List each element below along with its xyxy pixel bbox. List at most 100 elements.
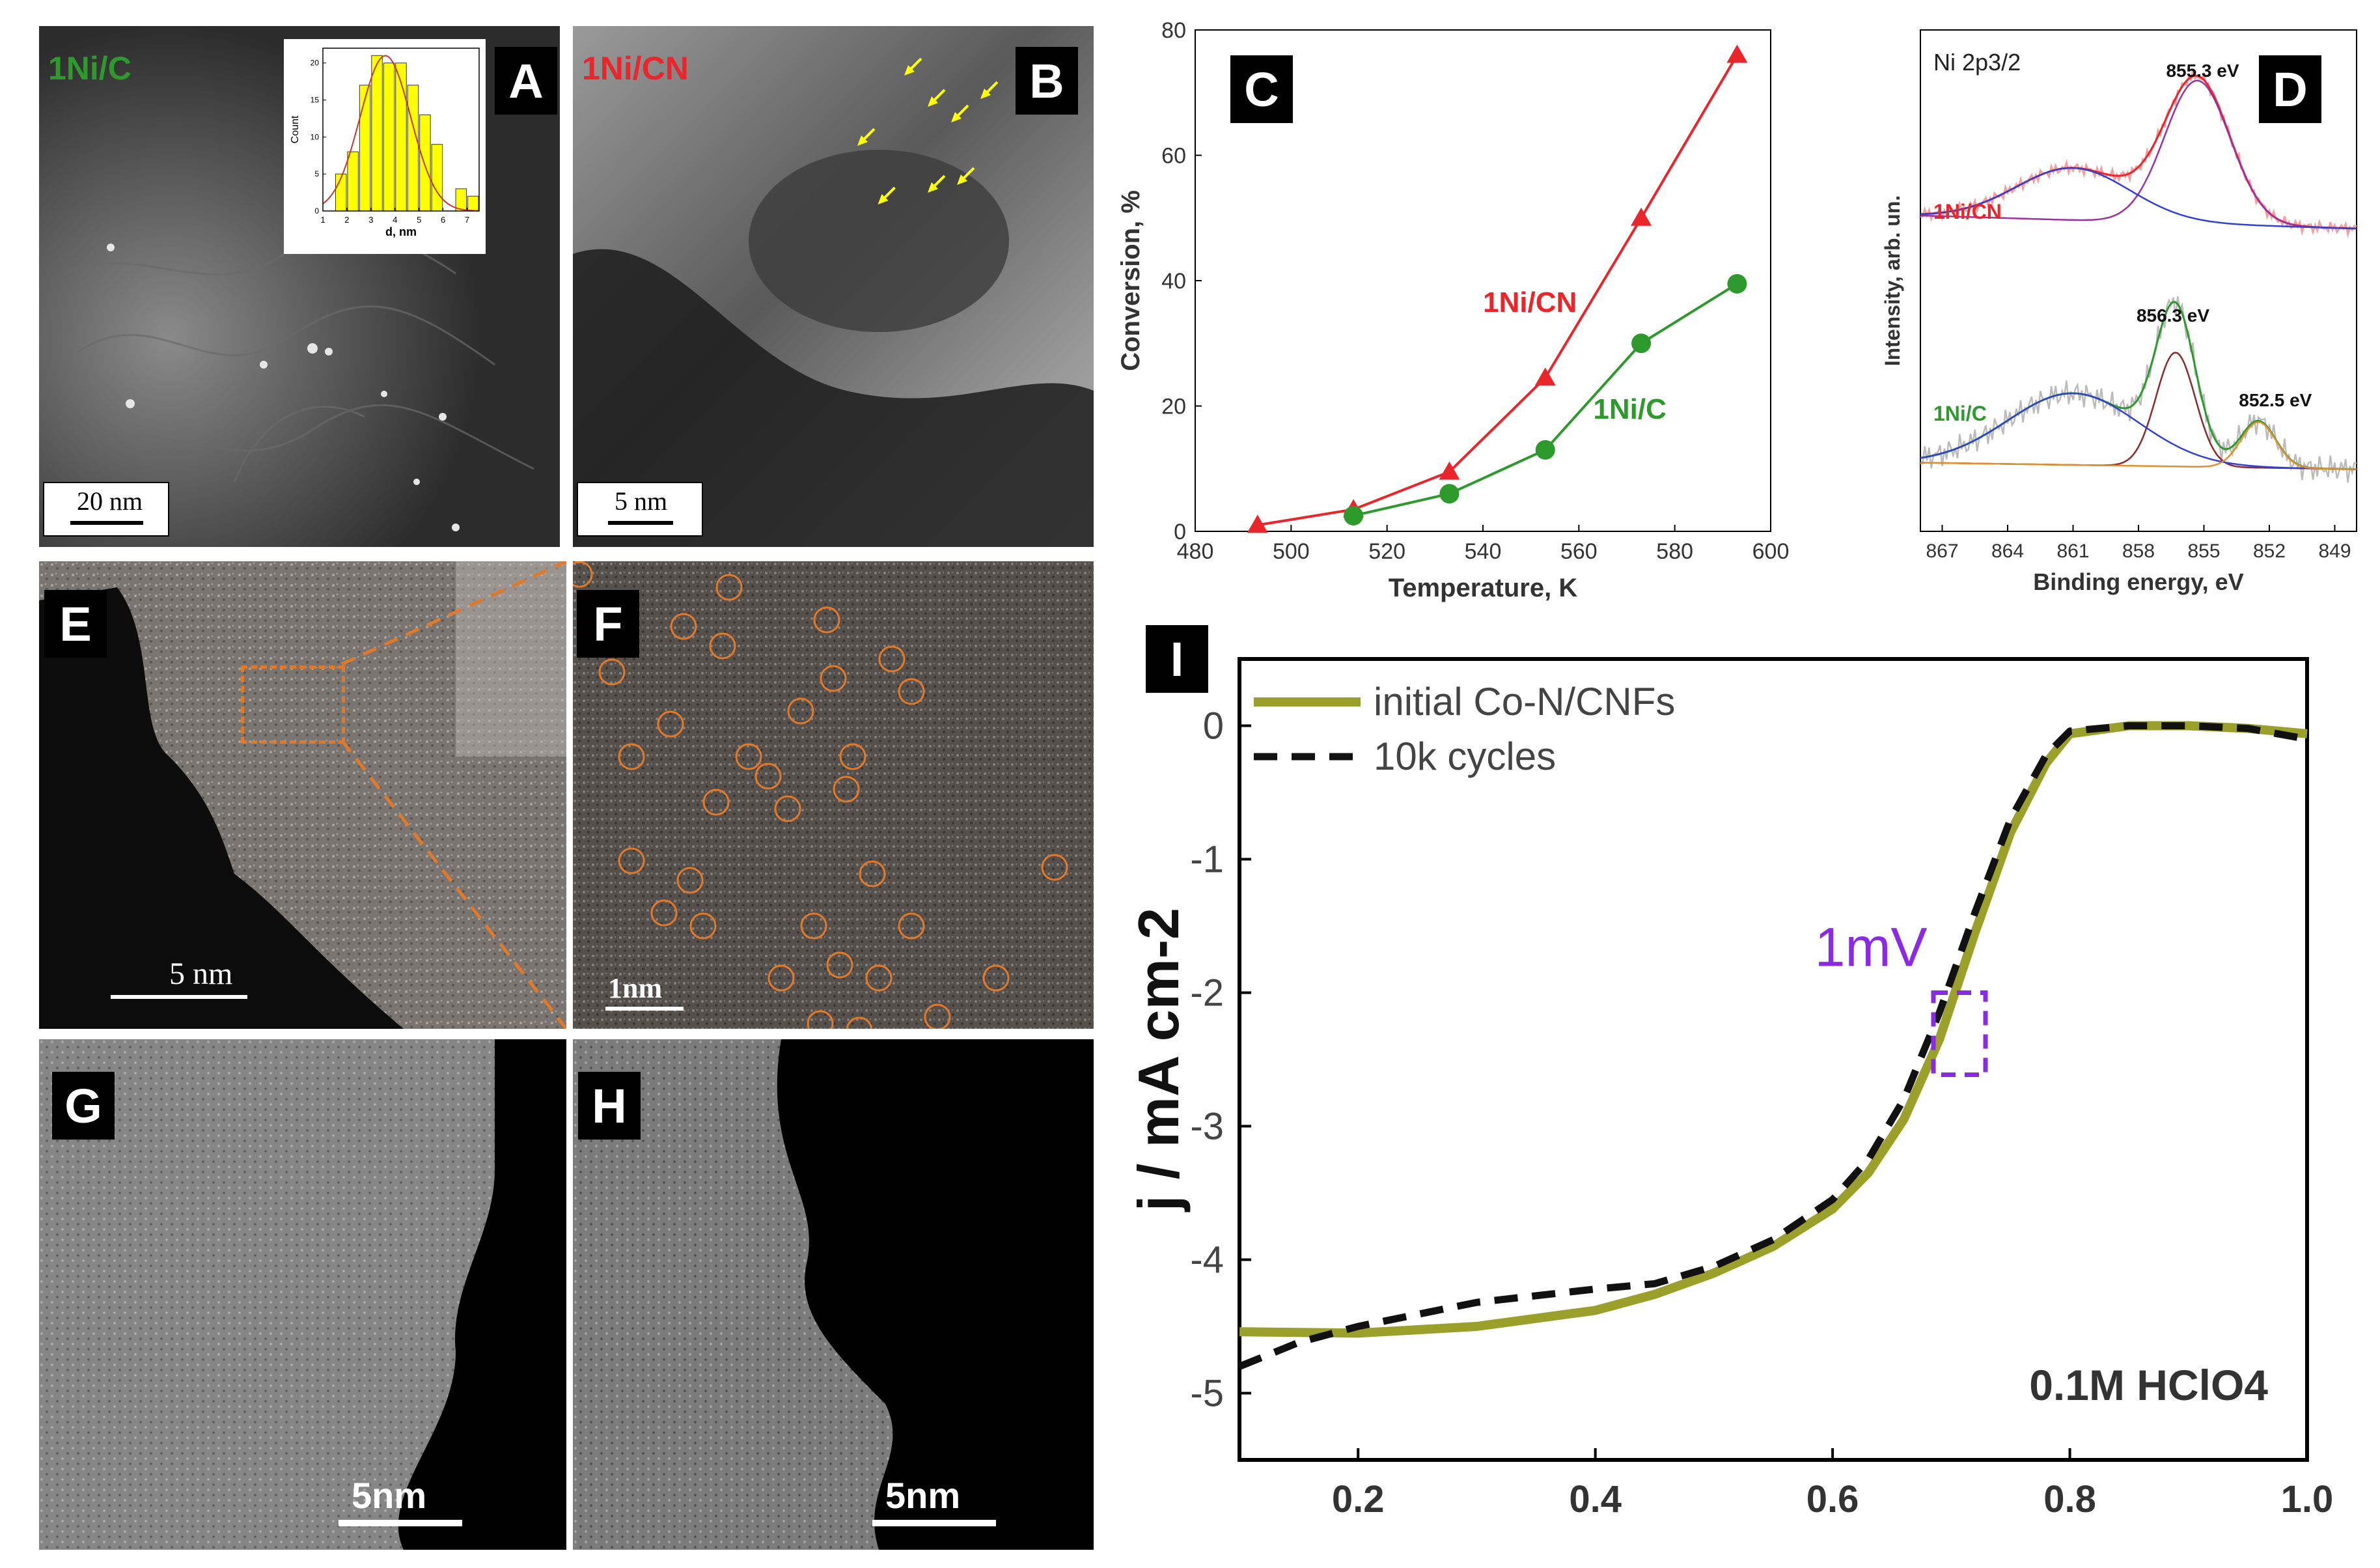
conversion-ytick-label: 40 — [1161, 269, 1186, 294]
atom-marker-circle — [898, 678, 925, 705]
atom-marker-circle — [924, 1003, 951, 1029]
yellow-arrow-head — [957, 175, 967, 185]
lsv-ytick-label: -5 — [1190, 1373, 1224, 1415]
histogram-ytick-label: 20 — [311, 59, 320, 68]
conversion-xtick-label: 480 — [1177, 539, 1214, 564]
yellow-arrow-head — [904, 65, 915, 76]
yellow-arrow-head — [928, 96, 938, 107]
atom-marker-circle — [618, 743, 645, 770]
conversion-xtick-label: 520 — [1368, 539, 1405, 564]
lsv-ytick-label: -2 — [1190, 972, 1224, 1015]
atom-marker-circle — [735, 743, 762, 770]
series-label-1nicn: 1Ni/CN — [1483, 287, 1577, 318]
atom-marker-circle — [754, 763, 782, 790]
xps-xlabel: Binding energy, eV — [2033, 568, 2243, 595]
conversion-ytick-label: 0 — [1174, 520, 1186, 544]
xps-xtick-label: 858 — [2122, 540, 2155, 562]
panel-a-letter: A — [495, 47, 557, 115]
lsv-1mv-label: 1mV — [1815, 917, 1928, 978]
panel-a-scalebar: 20 nm — [43, 482, 169, 537]
xps-1nic-peak-metal — [1920, 421, 2357, 470]
histogram-ytick-label: 15 — [311, 96, 320, 105]
panel-b-scalebar: 5 nm — [577, 482, 703, 537]
atom-marker-circle — [807, 1010, 834, 1029]
panel-i-chart: 0.2 0.4 0.6 0.8 1.0 0 -1 -2 -3 -4 -5 j / mA cm-2 ini… — [1126, 657, 2333, 1520]
conversion-point-circle — [1727, 273, 1747, 294]
conversion-point-circle — [1535, 440, 1555, 460]
atom-marker-circle — [826, 951, 853, 979]
yellow-arrow-head — [857, 135, 868, 146]
conversion-xlabel: Temperature, K — [1389, 574, 1578, 602]
conversion-xtick-label: 580 — [1656, 539, 1693, 564]
atom-marker-circle — [657, 710, 684, 738]
yellow-arrow-head — [928, 182, 938, 193]
panel-h-scalebar-line — [872, 1520, 996, 1526]
histogram-xtick-label: 7 — [465, 215, 469, 225]
conversion-point-circle — [1439, 484, 1460, 504]
panel-h-letter: H — [578, 1072, 641, 1140]
atom-marker-circle — [865, 964, 893, 992]
panel-b-texture — [573, 26, 1094, 547]
panel-b-sample-label: 1Ni/CN — [582, 50, 689, 87]
atom-marker-circle — [650, 899, 678, 927]
panel-h-texture — [573, 1039, 1094, 1550]
yellow-arrow-head — [980, 89, 991, 99]
conversion-point-triangle — [1439, 461, 1460, 480]
conversion-xtick-label: 540 — [1465, 539, 1502, 564]
panel-b-scalebar-label: 5 nm — [615, 486, 668, 516]
xps-peak-label-855: 855.3 eV — [2166, 61, 2239, 81]
panel-f-micrograph: F 1nm — [573, 561, 1094, 1029]
xps-xtick-label: 849 — [2318, 540, 2351, 562]
panel-c-chart: 480 500 520 540 560 580 600 0 20 40 60 80 Temperatur… — [1116, 18, 1790, 602]
histogram-xtick-label: 2 — [344, 215, 349, 225]
atom-marker-circle — [573, 561, 593, 588]
conversion-point-triangle — [1631, 207, 1652, 226]
panel-e-scalebar-line — [111, 995, 247, 999]
histogram-ylabel: Count — [290, 115, 301, 143]
conversion-xtick-label: 500 — [1273, 539, 1310, 564]
panel-g-scalebar-line — [339, 1520, 462, 1526]
lsv-ylabel: j / mA cm-2 — [1126, 908, 1191, 1212]
conversion-xtick-label: 600 — [1752, 539, 1790, 564]
histogram-bar — [395, 63, 407, 212]
atom-marker-circle — [715, 574, 743, 601]
lsv-ytick-label: -4 — [1190, 1239, 1224, 1281]
panel-a-scalebar-label: 20 nm — [77, 486, 143, 516]
histogram-xlabel: d, nm — [385, 225, 417, 238]
panel-f-letter: F — [577, 590, 639, 658]
yellow-arrow-head — [951, 112, 962, 122]
conversion-ytick-label: 20 — [1161, 395, 1186, 419]
histogram-ytick-label: 5 — [314, 169, 319, 178]
xps-peak-label-852: 852.5 eV — [2239, 390, 2312, 410]
conversion-point-triangle — [1247, 514, 1268, 533]
panel-f-scalebar-line — [605, 1007, 684, 1011]
atom-marker-circle — [787, 697, 814, 725]
lsv-legend-label: 10k cycles — [1374, 735, 1556, 778]
xps-xtick-label: 855 — [2187, 540, 2220, 562]
xps-ylabel: Intensity, arb. un. — [1881, 195, 1904, 367]
atom-marker-circle — [768, 964, 795, 992]
histogram-bar — [467, 195, 479, 212]
panel-b-arrows — [857, 57, 999, 204]
atom-marker-circle — [878, 645, 906, 673]
histogram-ytick-label: 10 — [311, 132, 320, 141]
panel-e-scalebar-label: 5 nm — [169, 957, 233, 991]
conversion-series-line — [1353, 283, 1738, 517]
conversion-series-line — [1257, 54, 1739, 527]
panel-e-letter: E — [44, 590, 107, 658]
histogram-bar — [431, 144, 443, 212]
panel-g-scalebar-label: 5nm — [352, 1475, 427, 1516]
panel-b-scalebar-line — [608, 521, 673, 525]
histogram-frame — [322, 48, 480, 212]
atom-marker-circle — [846, 1016, 873, 1029]
histogram-bar — [383, 63, 395, 212]
xps-1nic-peak-satellite — [1920, 392, 2357, 470]
lsv-legend-label: initial Co-N/CNFs — [1374, 680, 1675, 723]
atom-marker-circle — [898, 912, 925, 940]
panel-d-chart: 867 864 861 858 855 852 849 Binding energy, eV I… — [1881, 29, 2357, 595]
panel-a-scalebar-line — [70, 521, 143, 525]
atom-marker-circle — [709, 632, 736, 660]
panel-e-zoom-box — [241, 665, 345, 744]
conversion-ylabel: Conversion, % — [1116, 190, 1145, 371]
lsv-1mv-box — [1931, 990, 1988, 1077]
